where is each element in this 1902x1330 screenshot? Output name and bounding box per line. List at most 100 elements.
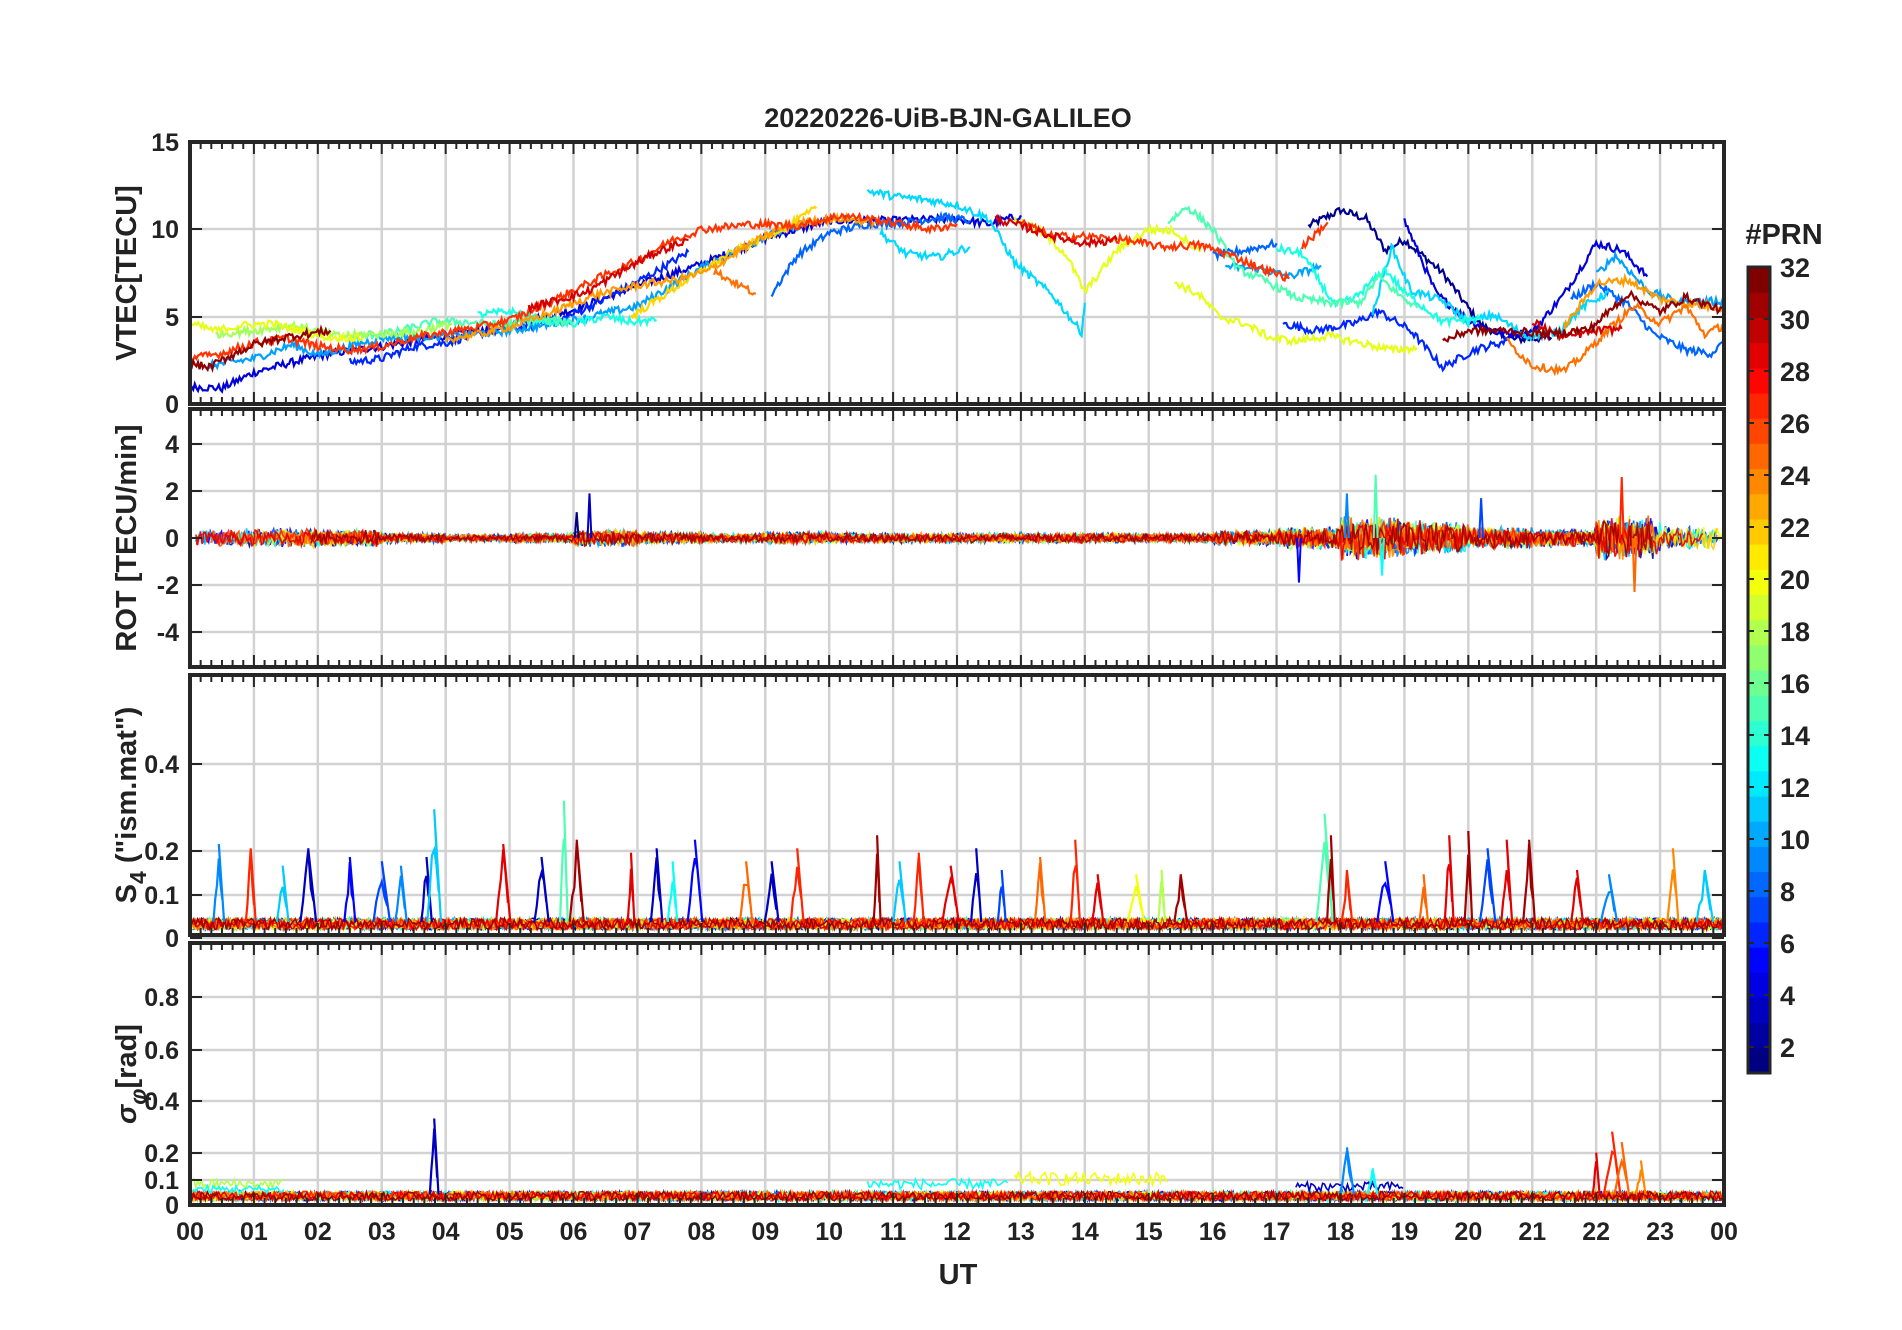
colorbar-swatch	[1748, 896, 1770, 923]
colorbar-swatch	[1748, 1047, 1770, 1074]
colorbar-tick-label: 6	[1780, 929, 1795, 959]
s4-spike-prn-29	[1090, 874, 1105, 923]
vtec-series-prn-25	[713, 266, 757, 296]
colorbar-swatch	[1748, 418, 1770, 444]
s4-spike-prn-25	[1418, 874, 1429, 923]
rot-data	[194, 474, 1724, 592]
colorbar-swatch	[1748, 544, 1770, 570]
s4-spike-prn-9	[394, 865, 408, 923]
x-tick-label: 19	[1391, 1218, 1419, 1246]
rot-spike	[1631, 537, 1638, 592]
rot-spike	[1296, 537, 1302, 583]
s4-spike-prn-3	[420, 856, 433, 923]
rot-spike	[1372, 474, 1379, 539]
s4-spike-prn-25	[1033, 856, 1047, 923]
y-tick-label: 0	[165, 925, 179, 953]
colorbar-swatch	[1748, 846, 1770, 873]
vtec-series-prn-31	[189, 324, 332, 373]
s4-spike-prn-31	[1173, 874, 1189, 923]
x-tick-label: 22	[1582, 1218, 1610, 1246]
vtec-series-prn-11	[879, 227, 971, 263]
x-tick-label: 17	[1263, 1218, 1291, 1246]
x-tick-label: 23	[1646, 1218, 1674, 1246]
s4-spike-prn-27	[1069, 839, 1081, 923]
y-tick-label: 0.4	[144, 751, 179, 779]
x-tick-label: 18	[1327, 1218, 1355, 1246]
y-axis-label: σφ[rad]	[111, 1024, 151, 1124]
colorbar-tick-label: 24	[1780, 461, 1810, 491]
panel-sigma-phi: 00.10.2 0.4 0.6 0.8 σφ[rad]	[111, 941, 1726, 1220]
s4-spike-prn-5	[343, 856, 357, 923]
y-tick-label: 15	[151, 129, 179, 157]
panel-vtec: 0 5 10 15 VTEC[TECU]	[111, 129, 1726, 419]
y-tick-label: -4	[157, 619, 179, 647]
y-tick-label: -2	[157, 572, 179, 600]
s4-spike-prn-3	[763, 861, 780, 923]
x-tick-label: 07	[624, 1218, 652, 1246]
sigma_phi-spike-prn-3	[428, 1118, 440, 1195]
rot-series-prn-31	[310, 518, 1653, 558]
y-tick-label: 0.4	[144, 1088, 179, 1116]
vtec-series-prn-7	[770, 210, 971, 298]
colorbar-tick-label: 4	[1780, 981, 1795, 1011]
colorbar-swatch	[1748, 342, 1770, 369]
chart-title: 20220226-UiB-BJN-GALILEO	[764, 103, 1132, 133]
s4-spike-prn-29	[1570, 869, 1584, 923]
rot-spike	[586, 493, 593, 539]
colorbar-swatch	[1748, 972, 1770, 999]
x-tick-label: 04	[432, 1218, 460, 1246]
x-tick-label: 14	[1071, 1218, 1099, 1246]
colorbar-tick-label: 28	[1780, 357, 1810, 387]
s4-spike-prn-27	[789, 848, 805, 923]
colorbar-swatch	[1748, 695, 1770, 721]
colorbar-swatch	[1748, 795, 1770, 822]
vtec-series-prn-13	[1275, 242, 1482, 329]
colorbar-swatch	[1748, 569, 1770, 596]
s4-spike-prn-18	[1156, 869, 1167, 923]
s4-spike-prn-7	[996, 869, 1007, 923]
sigma-band	[866, 1176, 1009, 1191]
sigma_phi-spike-prn-29	[1591, 1152, 1601, 1195]
y-tick-label: 0.1	[144, 882, 179, 910]
y-tick-label: 0.6	[144, 1037, 179, 1065]
vtec-series-prn-22	[630, 205, 818, 321]
s4-spike-prn-29	[495, 843, 512, 923]
y-tick-label: 10	[151, 216, 179, 244]
colorbar-swatch	[1748, 367, 1770, 394]
colorbar-tick-label: 8	[1780, 877, 1795, 907]
x-tick-label: 01	[240, 1218, 268, 1246]
s4-spike-prn-9	[1599, 874, 1619, 923]
colorbar-swatch	[1748, 644, 1770, 671]
vtec-series-prn-25	[1506, 302, 1725, 377]
s4-spike-prn-31	[1326, 835, 1336, 923]
vtec-series-prn-29	[527, 238, 689, 316]
x-tick-label: 06	[560, 1218, 588, 1246]
s4-spike-prn-27	[244, 848, 257, 923]
rot-spike	[1618, 476, 1625, 539]
s4-spike-prn-31	[872, 835, 882, 923]
colorbar-swatch	[1748, 518, 1770, 545]
x-tick-label: 11	[880, 1218, 907, 1246]
s4-spike-prn-24	[1666, 848, 1680, 923]
colorbar-swatch	[1748, 947, 1770, 973]
s4-spike-prn-31	[1522, 839, 1536, 923]
colorbar-swatch	[1748, 317, 1770, 344]
sigma_phi-spike-prn-25	[1613, 1141, 1631, 1195]
y-tick-label: 0	[165, 525, 179, 553]
s4-spike-prn-31	[568, 839, 585, 923]
y-tick-label: 0.1	[144, 1167, 179, 1195]
s4-spike-prn-11	[1695, 869, 1715, 923]
rot-spike	[1478, 498, 1485, 539]
s4-spike-prn-7	[372, 861, 392, 923]
colorbar-swatch	[1748, 1022, 1770, 1049]
y-tick-label: 5	[165, 304, 179, 332]
vtec-series-prn-11	[866, 188, 1086, 339]
colorbar-swatch	[1748, 292, 1770, 318]
vtec-series-prn-20	[189, 319, 364, 343]
vtec-series-prn-20	[1174, 280, 1418, 356]
colorbar-tick-label: 16	[1780, 669, 1810, 699]
s4-spike-prn-3	[970, 848, 983, 923]
s4-spike-prn-20	[1126, 874, 1146, 923]
x-tick-label: 00	[176, 1218, 204, 1246]
